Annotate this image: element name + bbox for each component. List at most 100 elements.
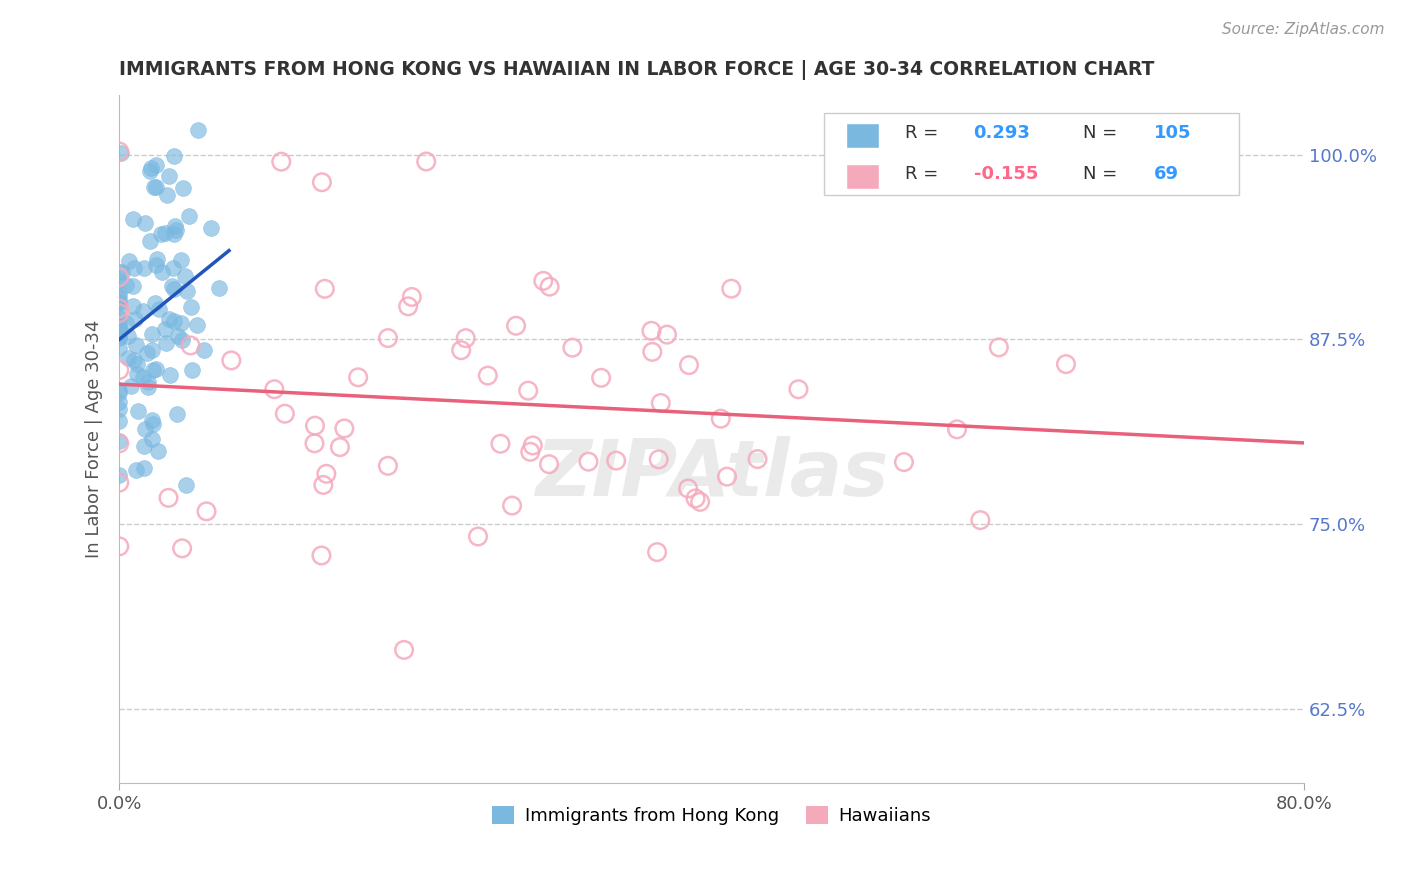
Point — [122, 260, 145, 275]
Point — [108, 331, 131, 345]
Point — [678, 358, 700, 372]
Point — [180, 300, 202, 314]
Point — [108, 270, 131, 285]
Point — [143, 295, 166, 310]
Point — [489, 436, 512, 450]
Point — [167, 328, 190, 343]
Point — [108, 317, 131, 331]
Point — [134, 216, 156, 230]
Point — [132, 260, 155, 275]
Point — [122, 211, 145, 226]
Point — [155, 226, 177, 240]
Point — [655, 327, 678, 342]
Text: 105: 105 — [1153, 124, 1191, 142]
Point — [591, 371, 613, 385]
Point — [172, 333, 194, 347]
Point — [181, 363, 204, 377]
Point — [186, 318, 208, 332]
Point — [142, 180, 165, 194]
Point — [329, 440, 352, 454]
Point — [108, 383, 131, 397]
Point — [561, 341, 583, 355]
Point — [156, 187, 179, 202]
Point — [263, 382, 285, 396]
Point — [145, 179, 167, 194]
Point — [108, 322, 131, 336]
Point — [689, 495, 711, 509]
Text: N =: N = — [1083, 124, 1116, 142]
Point — [125, 357, 148, 371]
Point — [163, 148, 186, 162]
Point — [108, 395, 131, 409]
Point — [174, 268, 197, 283]
Point — [176, 284, 198, 298]
Point — [134, 421, 156, 435]
Point — [578, 455, 600, 469]
Point — [450, 343, 472, 358]
Point — [142, 362, 165, 376]
Point — [108, 386, 131, 401]
Point — [538, 457, 561, 471]
Point — [108, 436, 131, 450]
Point — [969, 513, 991, 527]
Point — [108, 306, 131, 320]
Text: -0.155: -0.155 — [973, 165, 1038, 183]
Point — [136, 375, 159, 389]
Point — [115, 277, 138, 292]
Point — [187, 123, 209, 137]
Point — [166, 407, 188, 421]
Point — [163, 219, 186, 234]
Point — [139, 161, 162, 176]
Point — [193, 343, 215, 357]
Point — [108, 325, 131, 339]
Text: 0.293: 0.293 — [973, 124, 1031, 142]
Point — [108, 290, 131, 304]
Point — [893, 455, 915, 469]
Point — [163, 282, 186, 296]
Point — [108, 285, 131, 300]
Point — [141, 433, 163, 447]
Point — [650, 396, 672, 410]
Point — [531, 274, 554, 288]
Point — [155, 335, 177, 350]
Point — [122, 299, 145, 313]
Point — [135, 346, 157, 360]
Point — [505, 318, 527, 333]
Point — [117, 351, 139, 366]
Point — [720, 282, 742, 296]
Point — [522, 438, 544, 452]
Text: R =: R = — [905, 124, 938, 142]
Point — [640, 324, 662, 338]
Point — [195, 504, 218, 518]
Point — [519, 445, 541, 459]
Point — [153, 321, 176, 335]
Legend: Immigrants from Hong Kong, Hawaiians: Immigrants from Hong Kong, Hawaiians — [485, 798, 938, 832]
Point — [142, 417, 165, 432]
Point — [710, 411, 733, 425]
Point — [676, 482, 699, 496]
Point — [163, 227, 186, 241]
Point — [179, 209, 201, 223]
Text: ZIPAtlas: ZIPAtlas — [534, 435, 889, 512]
Point — [396, 299, 419, 313]
Point — [122, 278, 145, 293]
Point — [117, 328, 139, 343]
Text: 69: 69 — [1153, 165, 1178, 183]
Point — [311, 175, 333, 189]
Point — [311, 549, 333, 563]
Point — [163, 314, 186, 328]
Point — [132, 439, 155, 453]
Point — [108, 414, 131, 428]
Point — [170, 316, 193, 330]
Point — [174, 478, 197, 492]
Point — [477, 368, 499, 383]
Point — [538, 279, 561, 293]
FancyBboxPatch shape — [845, 164, 879, 189]
Point — [157, 312, 180, 326]
Point — [172, 541, 194, 556]
Point — [312, 478, 335, 492]
Point — [270, 154, 292, 169]
Point — [347, 370, 370, 384]
Point — [108, 301, 131, 316]
Point — [108, 265, 131, 279]
